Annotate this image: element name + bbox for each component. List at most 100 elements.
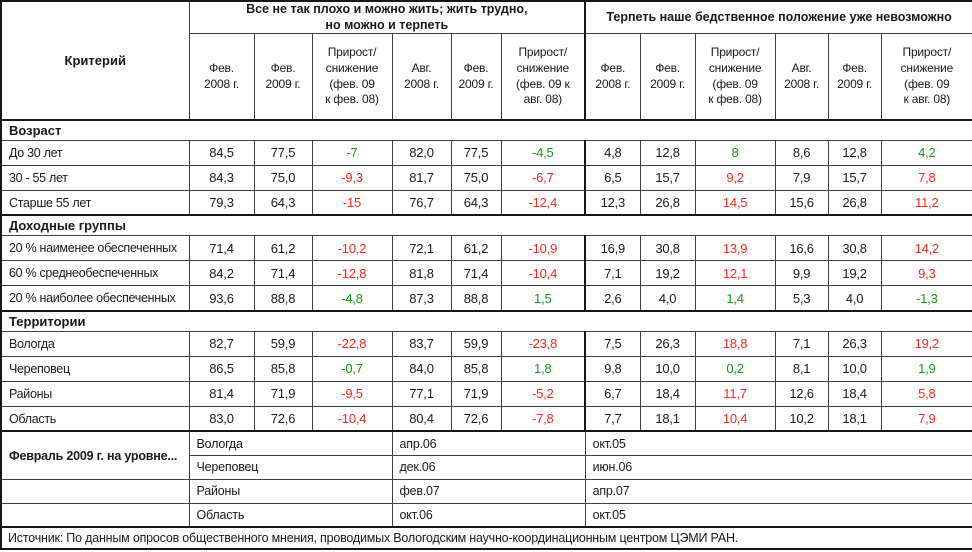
footer-date: окт.05 xyxy=(584,430,972,456)
group-header-row: Критерий Все не так плохо и можно жить; … xyxy=(0,0,972,121)
change-cell: 1,4 xyxy=(694,285,776,312)
value-cell: 5,3 xyxy=(774,285,829,312)
value-cell: 15,7 xyxy=(827,164,882,191)
table-row: Череповец 86,5 85,8 -0,7 84,0 85,8 1,8 9,8 10,0 0… xyxy=(0,355,972,382)
section-header-row: Возраст xyxy=(0,118,972,141)
value-cell: 10,0 xyxy=(639,355,696,382)
value-cell: 71,4 xyxy=(253,260,313,287)
value-cell: 85,8 xyxy=(253,355,313,382)
section-header-row: Территории xyxy=(0,309,972,332)
value-cell: 7,7 xyxy=(584,405,641,432)
change-cell: 1,9 xyxy=(880,355,972,382)
change-cell: 5,8 xyxy=(880,380,972,407)
row-label: Область xyxy=(0,405,190,432)
value-cell: 6,7 xyxy=(584,380,641,407)
column-header: Фев. 2008 г. xyxy=(188,33,255,121)
value-cell: 19,2 xyxy=(827,260,882,287)
change-cell: 1,5 xyxy=(500,285,586,312)
value-cell: 7,1 xyxy=(774,330,829,357)
footer-date: июн.06 xyxy=(584,454,972,480)
column-header: Авг. 2008 г. xyxy=(391,33,452,121)
change-cell: 14,2 xyxy=(880,235,972,262)
section-title: Возраст xyxy=(0,118,972,141)
value-cell: 82,7 xyxy=(188,330,255,357)
source-row: Источник: По данным опросов общественног… xyxy=(0,526,972,550)
value-cell: 80,4 xyxy=(391,405,452,432)
value-cell: 84,3 xyxy=(188,164,255,191)
section-header-row: Доходные группы xyxy=(0,214,972,237)
value-cell: 85,8 xyxy=(450,355,502,382)
value-cell: 16,6 xyxy=(774,235,829,262)
change-cell: -12,8 xyxy=(311,260,393,287)
value-cell: 86,5 xyxy=(188,355,255,382)
value-cell: 71,4 xyxy=(450,260,502,287)
column-header: Прирост/ снижение (фев. 09 к фев. 08) xyxy=(311,33,393,121)
row-label: 20 % наименее обеспеченных xyxy=(0,235,190,262)
value-cell: 15,6 xyxy=(774,189,829,216)
change-cell: -1,3 xyxy=(880,285,972,312)
footer-date: окт.05 xyxy=(584,502,972,528)
table-row: Область 83,0 72,6 -10,4 80,4 72,6 -7,8 7,7 18,1 1… xyxy=(0,405,972,432)
table-row: 20 % наименее обеспеченных 71,4 61,2 -10,2 7… xyxy=(0,235,972,262)
footer-date: фев.07 xyxy=(391,478,586,504)
change-cell: -7 xyxy=(311,139,393,166)
change-cell: -10,9 xyxy=(500,235,586,262)
value-cell: 81,8 xyxy=(391,260,452,287)
value-cell: 71,9 xyxy=(253,380,313,407)
change-cell: 1,8 xyxy=(500,355,586,382)
footer-label: Февраль 2009 г. на уровне... xyxy=(0,430,190,480)
value-cell: 87,3 xyxy=(391,285,452,312)
change-cell: -10,2 xyxy=(311,235,393,262)
value-cell: 72,6 xyxy=(253,405,313,432)
column-header: Прирост/ снижение (фев. 09 к фев. 08) xyxy=(694,33,776,121)
value-cell: 4,0 xyxy=(827,285,882,312)
value-cell: 82,0 xyxy=(391,139,452,166)
value-cell: 10,2 xyxy=(774,405,829,432)
value-cell: 83,7 xyxy=(391,330,452,357)
table-row: Районы 81,4 71,9 -9,5 77,1 71,9 -5,2 6,7 18,4 11,… xyxy=(0,380,972,407)
footer-date: апр.07 xyxy=(584,478,972,504)
change-cell: 13,9 xyxy=(694,235,776,262)
footer-empty-cell xyxy=(0,478,190,504)
value-cell: 26,3 xyxy=(639,330,696,357)
row-label: До 30 лет xyxy=(0,139,190,166)
value-cell: 15,7 xyxy=(639,164,696,191)
change-cell: 19,2 xyxy=(880,330,972,357)
subheader-row: Фев. 2008 г. Фев. 2009 г. Прирост/ снижени… xyxy=(1,33,972,121)
value-cell: 18,4 xyxy=(639,380,696,407)
change-cell: -23,8 xyxy=(500,330,586,357)
row-label: Вологда xyxy=(0,330,190,357)
change-cell: 0,2 xyxy=(694,355,776,382)
value-cell: 79,3 xyxy=(188,189,255,216)
value-cell: 4,8 xyxy=(584,139,641,166)
value-cell: 12,8 xyxy=(827,139,882,166)
value-cell: 16,9 xyxy=(584,235,641,262)
value-cell: 88,8 xyxy=(450,285,502,312)
column-header: Фев. 2009 г. xyxy=(827,33,882,121)
row-label: 20 % наиболее обеспеченных xyxy=(0,285,190,312)
value-cell: 26,8 xyxy=(827,189,882,216)
change-cell: -9,3 xyxy=(311,164,393,191)
value-cell: 12,8 xyxy=(639,139,696,166)
footer-date: дек.06 xyxy=(391,454,586,480)
value-cell: 4,0 xyxy=(639,285,696,312)
column-header: Прирост/ снижение (фев. 09 к авг. 08) xyxy=(500,33,586,121)
value-cell: 77,5 xyxy=(253,139,313,166)
value-cell: 7,5 xyxy=(584,330,641,357)
change-cell: -4,5 xyxy=(500,139,586,166)
value-cell: 9,9 xyxy=(774,260,829,287)
change-cell: 9,3 xyxy=(880,260,972,287)
value-cell: 71,9 xyxy=(450,380,502,407)
change-cell: -9,5 xyxy=(311,380,393,407)
change-cell: -12,4 xyxy=(500,189,586,216)
row-label: Районы xyxy=(0,380,190,407)
change-cell: 4,2 xyxy=(880,139,972,166)
value-cell: 2,6 xyxy=(584,285,641,312)
table-row: 60 % среднеобеспеченных 84,2 71,4 -12,8 81,8… xyxy=(0,260,972,287)
value-cell: 19,2 xyxy=(639,260,696,287)
change-cell: 7,9 xyxy=(880,405,972,432)
change-cell: -6,7 xyxy=(500,164,586,191)
value-cell: 18,1 xyxy=(639,405,696,432)
section-title: Доходные группы xyxy=(0,214,972,237)
